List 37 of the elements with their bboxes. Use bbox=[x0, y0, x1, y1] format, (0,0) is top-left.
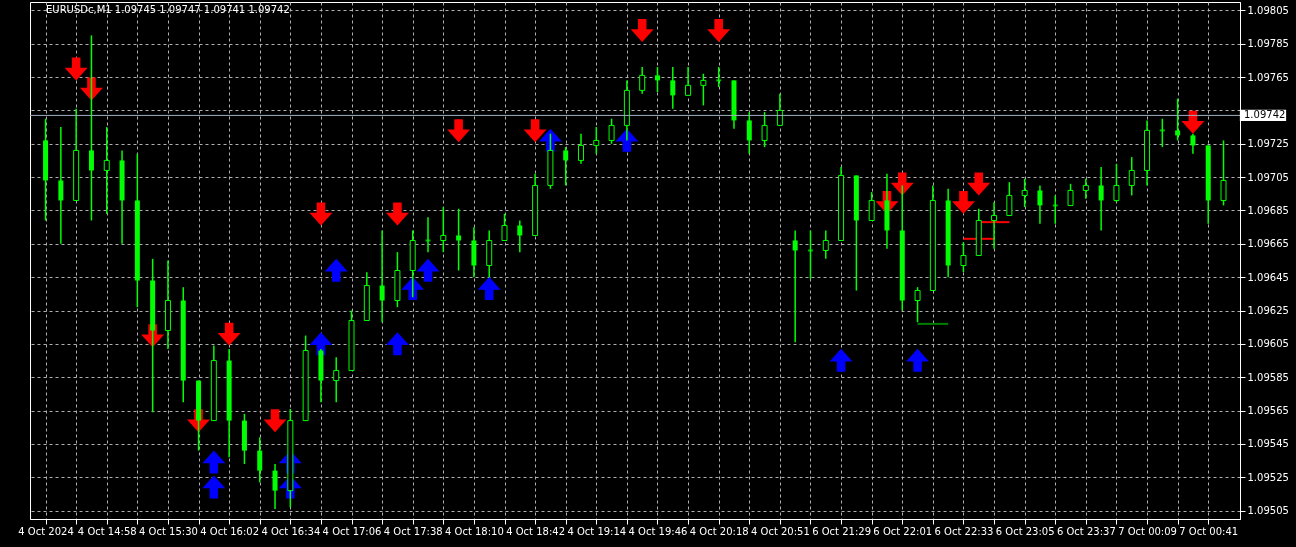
y-tick-label: 1.09725 bbox=[1247, 138, 1289, 150]
x-tick-label: 6 Oct 21:29 bbox=[812, 525, 871, 537]
y-tick-label: 1.09705 bbox=[1247, 171, 1289, 183]
y-tick-label: 1.09785 bbox=[1247, 38, 1289, 50]
x-tick-label: 4 Oct 16:02 bbox=[200, 525, 260, 537]
y-tick-label: 1.09605 bbox=[1247, 338, 1289, 350]
x-tick-label: 4 Oct 2024 bbox=[18, 525, 74, 537]
x-tick-label: 4 Oct 15:30 bbox=[139, 525, 198, 537]
y-tick-label: 1.09665 bbox=[1247, 238, 1289, 250]
ref-line-label: 1.09742 bbox=[1244, 109, 1286, 121]
x-tick-label: 4 Oct 19:14 bbox=[567, 525, 627, 537]
x-tick-label: 4 Oct 20:18 bbox=[689, 525, 749, 537]
y-tick-label: 1.09645 bbox=[1247, 271, 1289, 283]
y-tick-label: 1.09685 bbox=[1247, 204, 1289, 216]
y-tick-label: 1.09765 bbox=[1247, 71, 1289, 83]
x-tick-label: 4 Oct 16:34 bbox=[261, 525, 321, 537]
x-tick-label: 6 Oct 23:05 bbox=[995, 525, 1055, 537]
y-tick-label: 1.09545 bbox=[1247, 438, 1289, 450]
x-tick-label: 4 Oct 14:58 bbox=[77, 525, 137, 537]
x-tick-label: 6 Oct 22:01 bbox=[873, 525, 933, 537]
x-tick-label: 4 Oct 18:42 bbox=[506, 525, 566, 537]
y-tick-label: 1.09625 bbox=[1247, 305, 1289, 317]
y-tick-label: 1.09585 bbox=[1247, 371, 1289, 383]
x-tick-label: 4 Oct 17:38 bbox=[383, 525, 443, 537]
chart-title: EURUSDc,M1 1.09745 1.09747 1.09741 1.09742 bbox=[46, 4, 290, 15]
x-tick-label: 7 Oct 00:41 bbox=[1179, 525, 1239, 537]
x-tick-label: 6 Oct 23:37 bbox=[1056, 525, 1116, 537]
x-tick-label: 4 Oct 20:51 bbox=[750, 525, 810, 537]
x-tick-label: 6 Oct 22:33 bbox=[934, 525, 994, 537]
x-tick-label: 7 Oct 00:09 bbox=[1118, 525, 1177, 537]
x-tick-label: 4 Oct 18:10 bbox=[444, 525, 504, 537]
y-tick-label: 1.09525 bbox=[1247, 471, 1289, 483]
y-tick-label: 1.09505 bbox=[1247, 505, 1289, 517]
x-tick-label: 4 Oct 19:46 bbox=[628, 525, 688, 537]
y-tick-label: 1.09805 bbox=[1247, 4, 1289, 16]
x-tick-label: 4 Oct 17:06 bbox=[322, 525, 382, 537]
y-tick-label: 1.09565 bbox=[1247, 405, 1289, 417]
